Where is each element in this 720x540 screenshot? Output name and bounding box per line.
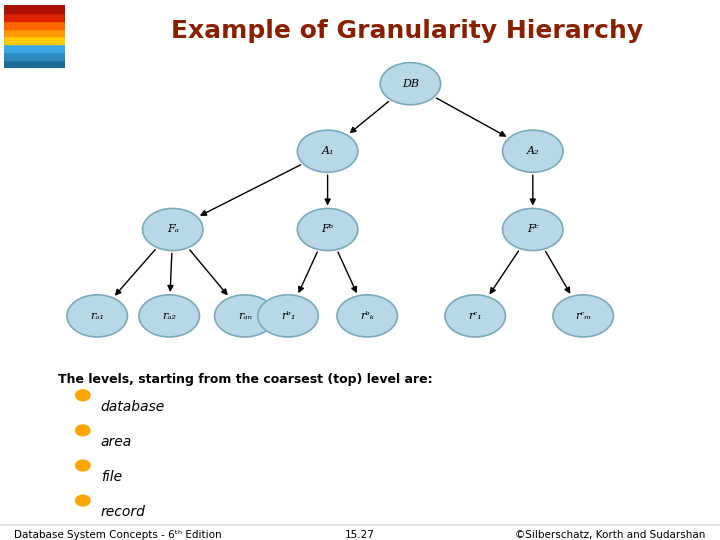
- Ellipse shape: [139, 295, 199, 337]
- Text: The levels, starting from the coarsest (top) level are:: The levels, starting from the coarsest (…: [58, 373, 432, 386]
- Text: rᶜₘ: rᶜₘ: [575, 311, 591, 321]
- Ellipse shape: [380, 63, 441, 105]
- Bar: [4, 5, 65, 13]
- Text: area: area: [101, 435, 132, 449]
- Ellipse shape: [503, 208, 563, 251]
- Ellipse shape: [337, 295, 397, 337]
- Bar: [4, 13, 65, 21]
- Circle shape: [76, 495, 90, 506]
- Text: 15.27: 15.27: [345, 530, 375, 540]
- Text: Example of Granularity Hierarchy: Example of Granularity Hierarchy: [171, 19, 643, 43]
- Text: A₂: A₂: [526, 146, 539, 156]
- Text: rᵇₖ: rᵇₖ: [360, 311, 374, 321]
- Bar: [4, 44, 65, 52]
- Ellipse shape: [143, 208, 203, 251]
- Ellipse shape: [445, 295, 505, 337]
- Text: rᵇ₁: rᵇ₁: [281, 311, 295, 321]
- Text: record: record: [101, 505, 145, 519]
- Text: A₁: A₁: [321, 146, 334, 156]
- Text: file: file: [101, 470, 122, 484]
- Bar: [4, 60, 65, 68]
- Text: rₐ₂: rₐ₂: [162, 311, 176, 321]
- Text: database: database: [101, 400, 165, 414]
- Bar: [4, 52, 65, 60]
- Bar: [4, 21, 65, 29]
- Ellipse shape: [258, 295, 318, 337]
- Text: rₐ₁: rₐ₁: [90, 311, 104, 321]
- Text: Database System Concepts - 6ᵗʰ Edition: Database System Concepts - 6ᵗʰ Edition: [14, 530, 222, 540]
- Ellipse shape: [503, 130, 563, 172]
- Text: Fᵇ: Fᵇ: [321, 225, 334, 234]
- Text: Fₐ: Fₐ: [167, 225, 179, 234]
- Bar: [4, 36, 65, 44]
- Circle shape: [76, 425, 90, 436]
- Ellipse shape: [215, 295, 275, 337]
- Text: Fᶜ: Fᶜ: [527, 225, 539, 234]
- Ellipse shape: [553, 295, 613, 337]
- Text: DB: DB: [402, 79, 419, 89]
- Text: ©Silberschatz, Korth and Sudarshan: ©Silberschatz, Korth and Sudarshan: [516, 530, 706, 540]
- Ellipse shape: [67, 295, 127, 337]
- Ellipse shape: [297, 208, 358, 251]
- Circle shape: [76, 460, 90, 471]
- Circle shape: [76, 390, 90, 401]
- Text: rₐₙ: rₐₙ: [238, 311, 252, 321]
- Ellipse shape: [297, 130, 358, 172]
- Bar: [4, 29, 65, 36]
- Text: rᶜ₁: rᶜ₁: [468, 311, 482, 321]
